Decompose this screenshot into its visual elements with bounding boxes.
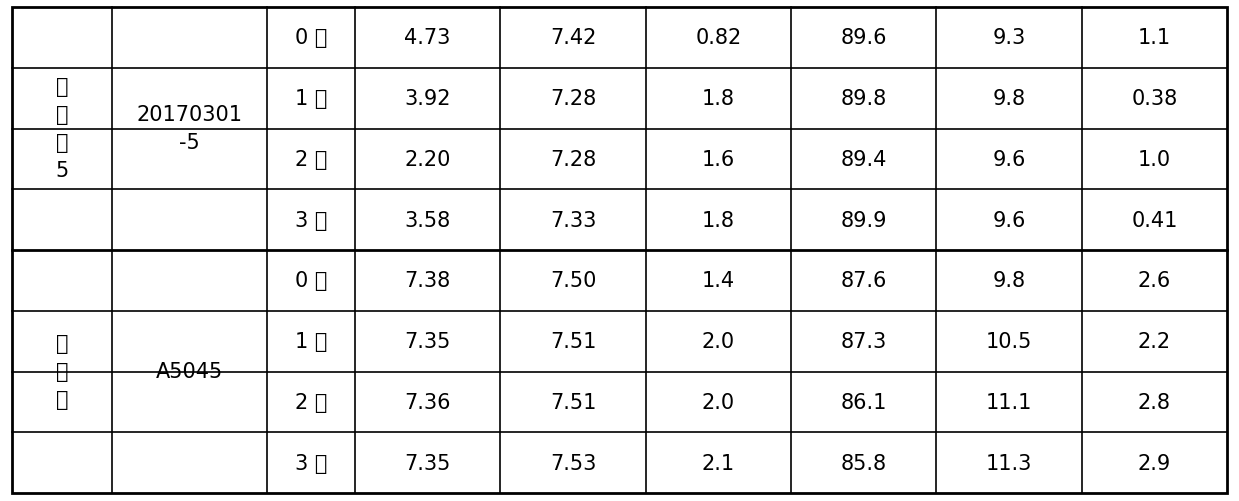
Text: 89.8: 89.8 xyxy=(840,89,887,109)
Text: 11.3: 11.3 xyxy=(986,453,1032,472)
Text: 86.1: 86.1 xyxy=(840,392,887,412)
Text: 87.3: 87.3 xyxy=(840,332,887,351)
Text: 7.38: 7.38 xyxy=(405,271,451,291)
Text: 7.53: 7.53 xyxy=(550,453,596,472)
Text: 他
格
适: 他 格 适 xyxy=(56,334,68,410)
Text: 7.28: 7.28 xyxy=(550,89,596,109)
Text: 2 月: 2 月 xyxy=(295,150,327,169)
Text: 2.0: 2.0 xyxy=(701,392,735,412)
Text: 实
施
例
5: 实 施 例 5 xyxy=(56,77,68,181)
Text: 9.3: 9.3 xyxy=(992,29,1026,48)
Text: 1.8: 1.8 xyxy=(701,210,735,230)
Text: 3 月: 3 月 xyxy=(295,210,327,230)
Text: 10.5: 10.5 xyxy=(986,332,1032,351)
Text: 87.6: 87.6 xyxy=(840,271,887,291)
Text: 7.36: 7.36 xyxy=(404,392,451,412)
Text: A5045: A5045 xyxy=(156,362,223,382)
Text: 11.1: 11.1 xyxy=(986,392,1032,412)
Text: 2.6: 2.6 xyxy=(1137,271,1171,291)
Text: 7.33: 7.33 xyxy=(550,210,596,230)
Text: 7.50: 7.50 xyxy=(550,271,596,291)
Text: 1.0: 1.0 xyxy=(1137,150,1171,169)
Text: 2.20: 2.20 xyxy=(404,150,451,169)
Text: 7.51: 7.51 xyxy=(550,332,596,351)
Text: 1.1: 1.1 xyxy=(1137,29,1171,48)
Text: 2.8: 2.8 xyxy=(1137,392,1171,412)
Text: 89.9: 89.9 xyxy=(840,210,887,230)
Text: 7.42: 7.42 xyxy=(550,29,596,48)
Text: 0 月: 0 月 xyxy=(295,271,327,291)
Text: 1 月: 1 月 xyxy=(295,332,327,351)
Text: 0.41: 0.41 xyxy=(1131,210,1177,230)
Text: 9.8: 9.8 xyxy=(992,89,1026,109)
Text: 2.9: 2.9 xyxy=(1137,453,1171,472)
Text: 85.8: 85.8 xyxy=(840,453,887,472)
Text: 1.6: 1.6 xyxy=(701,150,735,169)
Text: 0.82: 0.82 xyxy=(695,29,741,48)
Text: 3 月: 3 月 xyxy=(295,453,327,472)
Text: 4.73: 4.73 xyxy=(404,29,451,48)
Text: 7.51: 7.51 xyxy=(550,392,596,412)
Text: 1.8: 1.8 xyxy=(701,89,735,109)
Text: 2.1: 2.1 xyxy=(701,453,735,472)
Text: 0.38: 0.38 xyxy=(1131,89,1177,109)
Text: 7.35: 7.35 xyxy=(404,332,451,351)
Text: 2.0: 2.0 xyxy=(701,332,735,351)
Text: 89.6: 89.6 xyxy=(840,29,887,48)
Text: 2.2: 2.2 xyxy=(1137,332,1171,351)
Text: 1 月: 1 月 xyxy=(295,89,327,109)
Text: 9.8: 9.8 xyxy=(992,271,1026,291)
Text: 7.28: 7.28 xyxy=(550,150,596,169)
Text: 20170301
-5: 20170301 -5 xyxy=(136,105,243,153)
Text: 9.6: 9.6 xyxy=(992,210,1026,230)
Text: 1.4: 1.4 xyxy=(701,271,735,291)
Text: 2 月: 2 月 xyxy=(295,392,327,412)
Text: 9.6: 9.6 xyxy=(992,150,1026,169)
Text: 3.92: 3.92 xyxy=(404,89,451,109)
Text: 89.4: 89.4 xyxy=(840,150,887,169)
Text: 7.35: 7.35 xyxy=(404,453,451,472)
Text: 3.58: 3.58 xyxy=(405,210,451,230)
Text: 0 月: 0 月 xyxy=(295,29,327,48)
